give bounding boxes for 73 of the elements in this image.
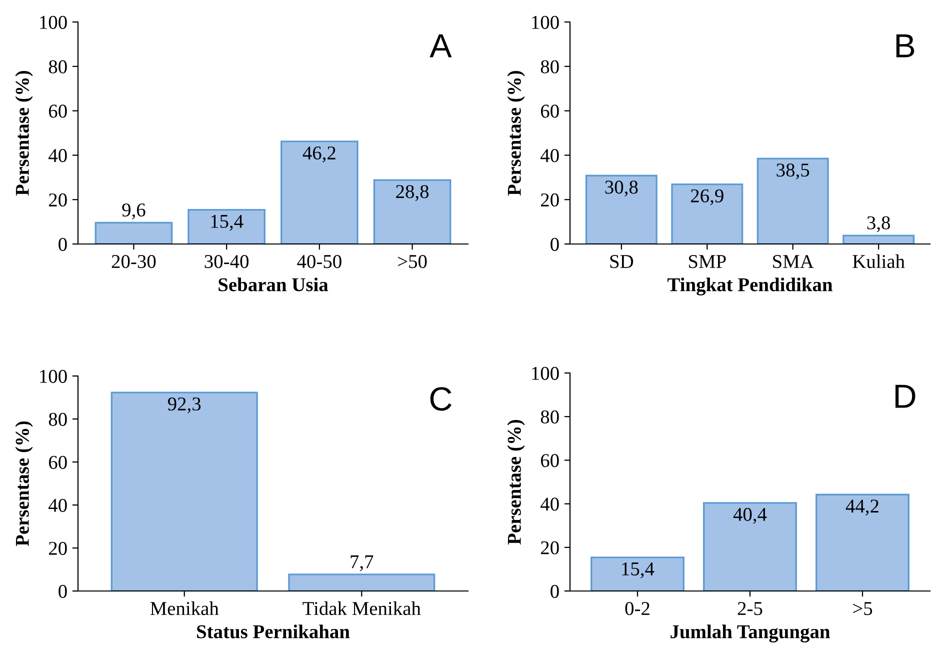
- bar: [94, 222, 173, 244]
- y-axis-title: Persentase (%): [15, 421, 33, 546]
- bar: [585, 174, 658, 244]
- annotation: D: [896, 384, 916, 408]
- y-tick-label: 40: [540, 498, 559, 511]
- data-label: 28,8: [396, 185, 429, 201]
- data-label: 44,2: [846, 500, 878, 516]
- data-label: 40,4: [733, 508, 767, 524]
- x-tick-label: Menikah: [150, 601, 219, 616]
- annotation: B: [896, 34, 914, 58]
- y-tick-label: 80: [540, 410, 559, 424]
- bar: [590, 556, 684, 591]
- y-tick-label: 80: [48, 60, 67, 74]
- y-tick-label: 100: [40, 16, 67, 29]
- annotation: A: [430, 34, 452, 58]
- x-axis-title: Status Pernikahan: [197, 624, 350, 638]
- x-tick-label: 30-40: [204, 254, 249, 268]
- bar: [842, 234, 915, 244]
- y-tick-label: 100: [532, 16, 559, 29]
- data-label: 26,9: [690, 189, 724, 206]
- y-tick-label: 60: [48, 104, 67, 118]
- x-tick-label: SD: [610, 255, 634, 268]
- y-tick-label: 40: [540, 149, 559, 162]
- y-tick-label: 100: [532, 366, 559, 380]
- bar: [373, 179, 452, 244]
- y-axis-title: Persentase (%): [15, 70, 33, 196]
- x-tick-label: 2-5: [738, 602, 762, 616]
- x-tick-label: 0-2: [625, 602, 650, 616]
- bar: [816, 494, 910, 591]
- data-label: 92,3: [168, 397, 201, 414]
- bar: [756, 158, 829, 244]
- x-tick-label: SMA: [773, 255, 814, 268]
- bar: [671, 183, 744, 244]
- x-axis-title: Sebaran Usia: [218, 278, 328, 292]
- y-tick-label: 20: [48, 542, 67, 555]
- y-tick-label: 80: [48, 412, 67, 426]
- y-tick-label: 0: [58, 238, 67, 251]
- x-tick-label: SMP: [688, 255, 726, 268]
- y-tick-label: 40: [48, 498, 67, 512]
- y-tick-label: 0: [550, 238, 559, 251]
- y-tick-label: 20: [48, 193, 67, 207]
- bar: [280, 140, 358, 244]
- data-label: 9,6: [122, 203, 146, 220]
- y-tick-label: 60: [48, 456, 67, 469]
- x-tick-label: 40-50: [297, 254, 342, 268]
- x-tick-label: 20-30: [112, 254, 156, 268]
- y-tick-label: 0: [550, 584, 559, 598]
- bar: [703, 502, 797, 591]
- x-axis-title: Tingkat Pendidikan: [668, 278, 832, 296]
- y-tick-label: 60: [540, 454, 559, 468]
- y-tick-label: 60: [540, 104, 559, 118]
- y-tick-label: 20: [540, 193, 559, 207]
- x-tick-label: >5: [853, 602, 872, 616]
- data-label: 15,4: [622, 562, 654, 578]
- y-axis-title: Persentase (%): [507, 420, 525, 545]
- x-tick-label: Kuliah: [852, 254, 905, 268]
- y-tick-label: 0: [58, 584, 67, 598]
- x-tick-label: Tidak Menikah: [302, 601, 421, 616]
- y-tick-label: 80: [540, 60, 559, 74]
- annotation: C: [430, 387, 452, 411]
- bar: [188, 208, 266, 244]
- data-label: 38,5: [776, 164, 810, 180]
- y-axis-title: Persentase (%): [507, 70, 525, 196]
- y-tick-label: 40: [48, 149, 67, 162]
- data-label: 30,8: [605, 180, 638, 197]
- y-tick-label: 20: [540, 541, 559, 554]
- data-label: 3,8: [867, 216, 890, 232]
- data-label: 46,2: [302, 146, 336, 162]
- x-axis-title: Jumlah Tangungan: [670, 624, 830, 642]
- data-label: 7,7: [350, 555, 374, 572]
- x-tick-label: >50: [398, 254, 427, 268]
- data-label: 15,4: [211, 214, 244, 231]
- y-tick-label: 100: [40, 370, 67, 383]
